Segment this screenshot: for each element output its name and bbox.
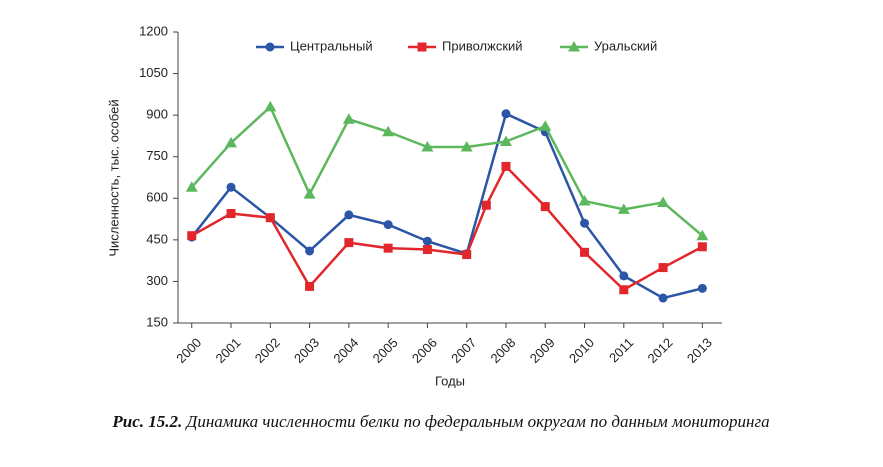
x-tick-label: 2003 bbox=[291, 335, 322, 366]
x-axis-label: Годы bbox=[435, 373, 465, 388]
point bbox=[462, 250, 472, 260]
point bbox=[421, 141, 434, 152]
x-tick-label: 2010 bbox=[566, 335, 597, 366]
point bbox=[540, 202, 550, 212]
point bbox=[617, 203, 630, 214]
point bbox=[568, 41, 580, 52]
point bbox=[619, 271, 629, 281]
caption-text: Динамика численности белки по федеральны… bbox=[185, 412, 770, 431]
x-tick-label: 2005 bbox=[370, 335, 401, 366]
point bbox=[264, 100, 277, 112]
point bbox=[344, 238, 354, 248]
x-tick-label: 2008 bbox=[487, 335, 518, 366]
point bbox=[580, 218, 590, 228]
x-tick-label: 2002 bbox=[252, 335, 283, 366]
point bbox=[185, 181, 198, 192]
x-tick-label: 2012 bbox=[645, 335, 676, 366]
legend-label: Уральский bbox=[594, 38, 657, 53]
point bbox=[539, 120, 552, 131]
y-tick-label: 1200 bbox=[139, 23, 168, 38]
x-tick-label: 2001 bbox=[213, 335, 244, 366]
point bbox=[460, 141, 473, 152]
point bbox=[697, 242, 707, 252]
series-line bbox=[190, 104, 704, 237]
point bbox=[417, 42, 427, 52]
legend-label: Центральный bbox=[290, 38, 373, 53]
x-tick-label: 2006 bbox=[409, 335, 440, 366]
point bbox=[226, 182, 236, 192]
point bbox=[265, 213, 275, 223]
point bbox=[305, 246, 315, 256]
point bbox=[658, 293, 668, 303]
point bbox=[422, 236, 432, 246]
point bbox=[383, 220, 393, 230]
legend-label: Приволжский bbox=[442, 38, 523, 53]
point bbox=[265, 42, 275, 52]
point bbox=[342, 113, 355, 124]
y-tick-label: 150 bbox=[146, 314, 168, 329]
y-tick-label: 750 bbox=[146, 148, 168, 163]
point bbox=[344, 210, 354, 220]
point bbox=[501, 161, 511, 171]
series-line bbox=[190, 112, 703, 300]
y-tick-label: 900 bbox=[146, 107, 168, 122]
point bbox=[580, 247, 590, 257]
x-tick-label: 2011 bbox=[606, 335, 636, 365]
series-line bbox=[191, 164, 703, 292]
point bbox=[383, 243, 393, 253]
y-axis-label: Численность, тыс. особей bbox=[106, 99, 121, 256]
x-tick-label: 2007 bbox=[448, 335, 479, 366]
point bbox=[578, 195, 591, 206]
point bbox=[619, 285, 629, 295]
point bbox=[658, 263, 668, 273]
point bbox=[226, 209, 236, 219]
y-tick-label: 1050 bbox=[139, 65, 168, 80]
point bbox=[225, 136, 238, 148]
caption-label: Рис. 15.2. bbox=[111, 412, 182, 431]
point bbox=[481, 200, 491, 210]
point bbox=[187, 231, 197, 241]
y-tick-label: 600 bbox=[146, 190, 168, 205]
x-tick-label: 2004 bbox=[330, 335, 361, 366]
y-tick-label: 300 bbox=[146, 273, 168, 288]
x-tick-label: 2013 bbox=[684, 335, 715, 366]
point bbox=[657, 196, 670, 207]
point bbox=[499, 135, 512, 146]
point bbox=[697, 283, 707, 293]
y-tick-label: 450 bbox=[146, 231, 168, 246]
point bbox=[501, 109, 511, 119]
point bbox=[422, 245, 432, 255]
caption: Рис. 15.2. Динамика численности белки по… bbox=[111, 412, 769, 431]
point bbox=[696, 229, 709, 241]
point bbox=[382, 125, 395, 137]
x-tick-label: 2000 bbox=[173, 335, 204, 366]
point bbox=[303, 188, 316, 199]
point bbox=[305, 281, 315, 291]
x-tick-label: 2009 bbox=[527, 335, 558, 366]
